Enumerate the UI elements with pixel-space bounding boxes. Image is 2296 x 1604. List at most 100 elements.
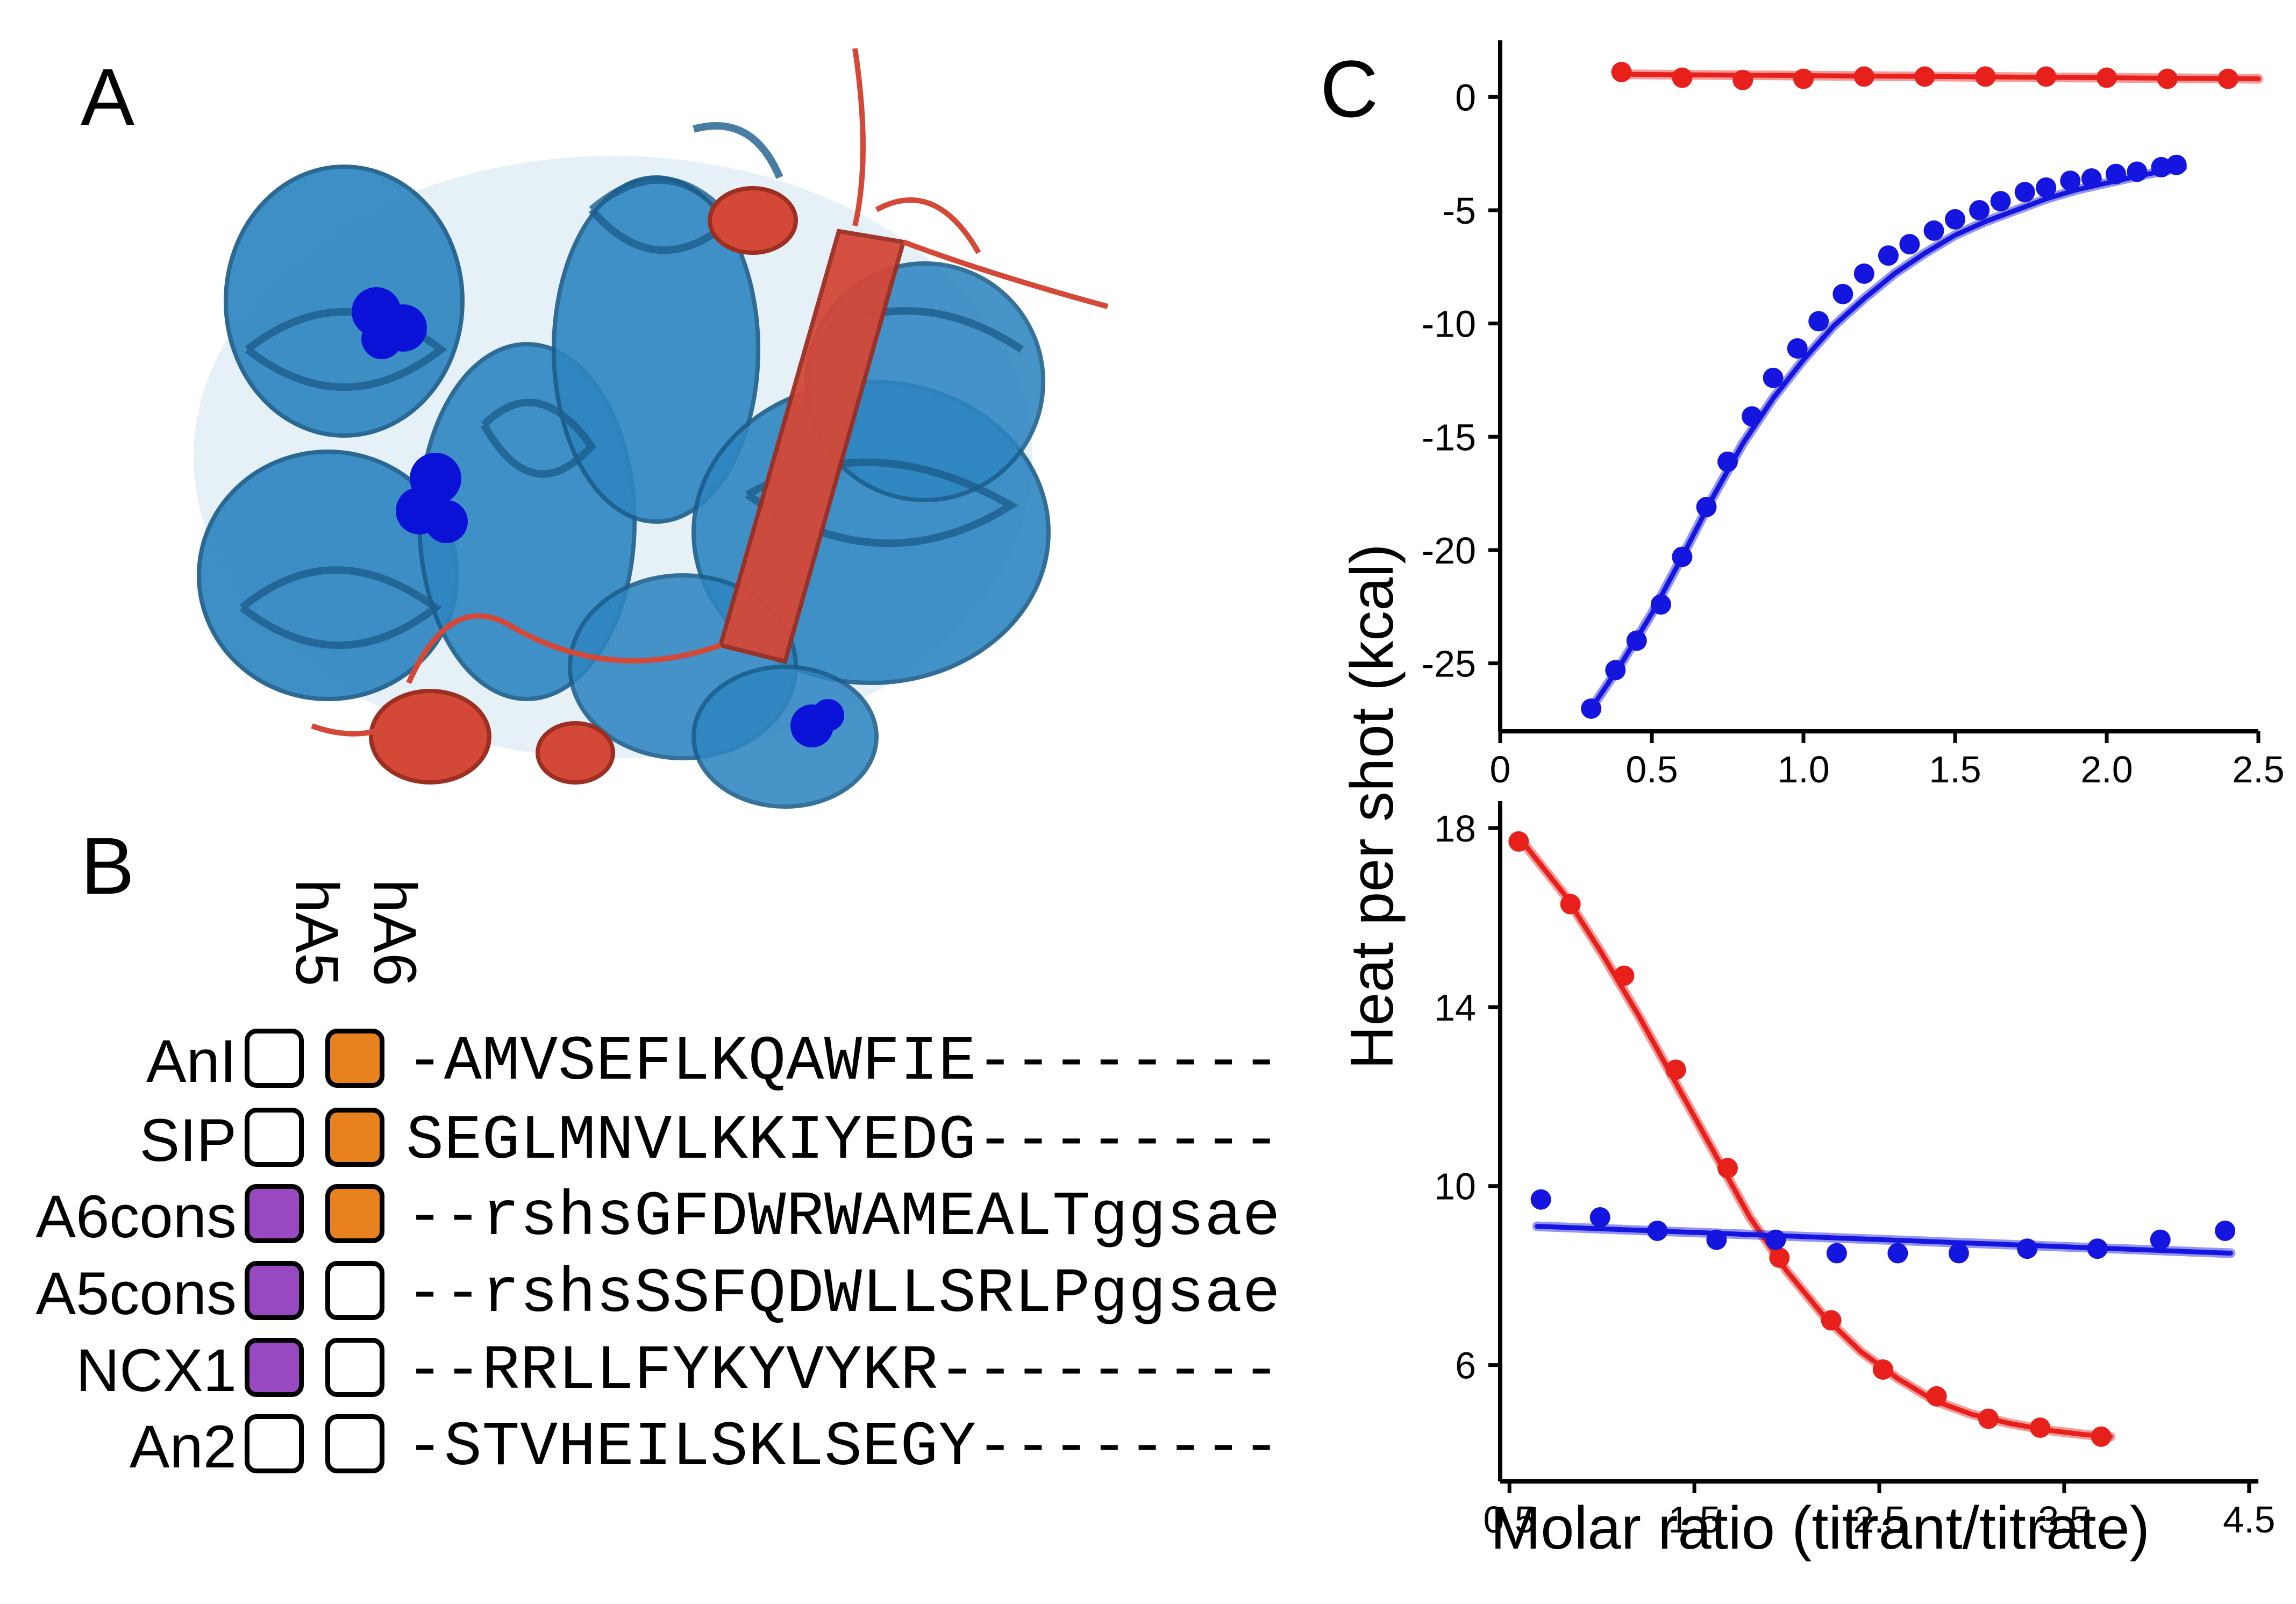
bottom-itc-chart: 0.5 1.5 2.5 3.5 4.5 18 14 10 6: [1434, 801, 2275, 1541]
ha6-box: [325, 1338, 384, 1397]
x-tick-label: 0.5: [1484, 1499, 1536, 1541]
y-tick-label: -5: [1443, 190, 1476, 232]
blue-data-point: [1589, 1207, 1610, 1228]
ha6-box: [325, 1108, 384, 1167]
blue-data-point: [1878, 245, 1899, 266]
blue-data-point: [2166, 154, 2187, 175]
row-label: SIP: [139, 1107, 237, 1174]
top-itc-chart: 0 0.5 1.0 1.5 2.0 2.5 0 -5 -10 -15 -20 -25: [1422, 40, 2285, 790]
peptide-sequence: -AMVSEFLKQAWFIE--------: [406, 1027, 1281, 1098]
blue-data-point: [2014, 182, 2035, 203]
y-tick-label: -15: [1422, 416, 1476, 458]
ha6-box: [325, 1414, 384, 1473]
red-data-point: [1793, 68, 1814, 89]
red-data-point: [1611, 61, 1632, 82]
blue-data-point: [1787, 338, 1808, 359]
blue-data-point: [1650, 594, 1671, 615]
blue-data-point: [1990, 191, 2011, 212]
y-tick-label: 6: [1455, 1345, 1476, 1387]
blue-data-point: [1581, 698, 1602, 719]
y-tick-label: 14: [1434, 987, 1476, 1029]
blue-data-point: [2151, 156, 2172, 177]
red-data-point: [1853, 66, 1874, 87]
blue-data-point: [1969, 199, 1990, 220]
blue-data-point: [1765, 1229, 1786, 1250]
protein-structure-image: [194, 48, 1109, 809]
red-fit-line: [1516, 835, 2113, 1439]
blue-data-point: [1696, 496, 1717, 517]
red-data-point: [1508, 831, 1529, 852]
x-tick-label: 0.5: [1625, 748, 1678, 790]
x-axis-title: Molar ratio (titrant/titrate): [1491, 1494, 2150, 1562]
row-label: A6cons: [35, 1183, 237, 1250]
blue-data-point: [1647, 1220, 1668, 1241]
x-tick-label: 2.0: [2080, 748, 2133, 790]
panel-label-b: B: [81, 821, 135, 911]
ha6-box: [325, 1184, 384, 1243]
blue-data-point: [1605, 660, 1626, 681]
ha5-box: [245, 1184, 304, 1243]
peptide-sequence: -STVHEILSKLSEGY--------: [406, 1413, 1281, 1484]
y-axis-title: Heat per shot (kcal): [1338, 544, 1406, 1069]
ha5-box: [245, 1108, 304, 1167]
red-data-point: [2157, 68, 2178, 89]
blue-data-point: [1853, 263, 1874, 284]
blue-data-point: [1887, 1243, 1908, 1264]
red-data-point: [1821, 1310, 1842, 1331]
blue-data-point: [1706, 1229, 1727, 1250]
x-tick-label: 2.5: [1853, 1499, 1905, 1541]
blue-data-point: [2087, 1238, 2108, 1259]
blue-data-point: [2215, 1220, 2236, 1241]
panel-label-a: A: [81, 52, 135, 142]
ha5-box: [245, 1414, 304, 1473]
blue-data-point: [2105, 163, 2126, 184]
red-data-point: [1872, 1359, 1893, 1380]
blue-data-point: [1826, 1243, 1847, 1264]
x-tick-label: 0: [1490, 748, 1511, 790]
red-data-point: [1672, 67, 1693, 88]
red-data-point: [1665, 1059, 1686, 1080]
y-tick-label: 0: [1455, 76, 1476, 118]
ha6-box: [325, 1029, 384, 1088]
blue-data-point: [1832, 283, 1853, 304]
row-label: AnI: [146, 1028, 237, 1095]
blue-fit-line: [1535, 1224, 2233, 1256]
red-data-point: [2036, 66, 2057, 87]
red-data-point: [1975, 66, 1996, 87]
ha6-box: [325, 1261, 384, 1320]
peptide-sequence: SEGLMNVLKKIYEDG--------: [406, 1106, 1281, 1177]
panel-label-c: C: [1320, 44, 1379, 134]
blue-data-point: [2127, 161, 2148, 182]
red-fit-band: [1514, 832, 2115, 1442]
red-data-point: [2097, 67, 2117, 88]
y-tick-label: -20: [1422, 530, 1476, 572]
x-tick-label: 1.5: [1668, 1499, 1720, 1541]
red-data-point: [2091, 1426, 2112, 1447]
blue-data-point: [1717, 451, 1738, 472]
blue-data-point: [1945, 209, 1965, 230]
blue-data-point: [1742, 406, 1763, 427]
ha5-box: [245, 1338, 304, 1397]
blue-data-point: [1626, 630, 1647, 651]
blue-data-point: [1899, 234, 1920, 255]
y-tick-label: -25: [1422, 643, 1476, 685]
x-tick-label: 3.5: [2038, 1499, 2090, 1541]
blue-data-point: [2036, 177, 2057, 198]
row-label: A5cons: [35, 1260, 237, 1327]
ha5-box: [245, 1029, 304, 1088]
protein-cartoon: [194, 48, 1109, 809]
red-data-point: [2217, 68, 2238, 89]
y-tick-label: 18: [1434, 808, 1476, 850]
red-data-point: [1926, 1386, 1947, 1407]
blue-data-point: [1672, 546, 1693, 567]
blue-data-point: [1948, 1243, 1969, 1264]
peptide-sequence: --RRLLFYKYVYKR---------: [406, 1336, 1281, 1407]
blue-data-point: [2060, 170, 2081, 191]
y-tick-label: -10: [1422, 303, 1476, 345]
y-tick-label: 10: [1434, 1166, 1476, 1208]
blue-data-point: [1808, 311, 1829, 332]
x-tick-label: 1.5: [1929, 748, 1981, 790]
red-data-point: [1560, 894, 1581, 915]
red-data-point: [1614, 965, 1635, 986]
